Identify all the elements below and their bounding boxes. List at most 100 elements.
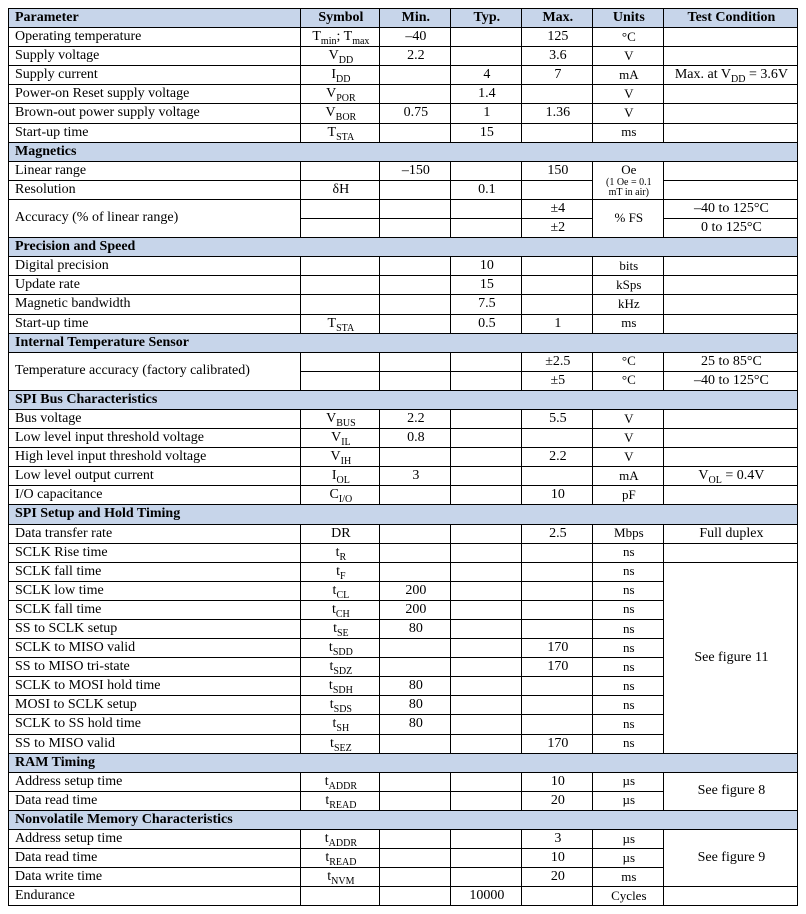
max-cell: 10 [521,772,592,791]
param-cell: Supply voltage [9,47,301,66]
max-cell: 7 [521,66,592,85]
typ-cell: 10000 [450,887,521,906]
test-cell [663,28,797,47]
test-cell [663,104,797,123]
units-cell: kSps [592,276,663,295]
table-row: RAM Timing [9,753,798,772]
max-cell: 20 [521,791,592,810]
table-row: Data transfer rateDR2.5MbpsFull duplex [9,524,798,543]
symbol-cell: tF [300,562,379,581]
min-cell [379,352,450,371]
test-cell: –40 to 125°C [663,371,797,390]
units-cell: % FS [592,199,663,237]
typ-cell: 15 [450,276,521,295]
typ-cell [450,371,521,390]
test-cell [663,276,797,295]
min-cell: 0.8 [379,429,450,448]
param-cell: Data read time [9,849,301,868]
test-cell: VOL = 0.4V [663,467,797,486]
typ-cell [450,28,521,47]
symbol-cell: tREAD [300,849,379,868]
section-header: Nonvolatile Memory Characteristics [9,810,798,829]
max-cell: ±4 [521,199,592,218]
symbol-cell: tADDR [300,772,379,791]
symbol-cell [300,161,379,180]
table-row: Precision and Speed [9,238,798,257]
param-cell: Resolution [9,180,301,199]
symbol-cell [300,887,379,906]
max-cell: 10 [521,486,592,505]
max-cell: 3.6 [521,47,592,66]
typ-cell: 0.1 [450,180,521,199]
param-cell: Low level input threshold voltage [9,429,301,448]
symbol-cell: DR [300,524,379,543]
min-cell [379,791,450,810]
table-row: Supply currentIDD47mAMax. at VDD = 3.6V [9,66,798,85]
table-row: Address setup timetADDR3µsSee figure 9 [9,830,798,849]
symbol-cell: VBOR [300,104,379,123]
typ-cell: 15 [450,123,521,142]
min-cell: 200 [379,581,450,600]
param-cell: SCLK low time [9,581,301,600]
max-cell: 3 [521,830,592,849]
table-row: SCLK fall timetFnsSee figure 11 [9,562,798,581]
table-row: High level input threshold voltageVIH2.2… [9,448,798,467]
symbol-cell: tSH [300,715,379,734]
typ-cell [450,772,521,791]
symbol-cell: tSDD [300,639,379,658]
param-cell: Magnetic bandwidth [9,295,301,314]
table-row: Temperature accuracy (factory calibrated… [9,352,798,371]
units-cell: ns [592,696,663,715]
units-cell: ms [592,314,663,333]
param-cell: Address setup time [9,772,301,791]
units-cell: Cycles [592,887,663,906]
units-cell: °C [592,352,663,371]
typ-cell [450,620,521,639]
units-cell: V [592,47,663,66]
symbol-cell: tCL [300,581,379,600]
units-cell: ns [592,600,663,619]
test-cell [663,486,797,505]
typ-cell [450,734,521,753]
typ-cell [450,199,521,218]
table-row: Internal Temperature Sensor [9,333,798,352]
symbol-cell [300,276,379,295]
typ-cell [450,677,521,696]
symbol-cell: TSTA [300,314,379,333]
test-cell: Full duplex [663,524,797,543]
typ-cell [450,658,521,677]
symbol-cell [300,352,379,371]
symbol-cell [300,295,379,314]
max-cell: 150 [521,161,592,180]
typ-cell [450,467,521,486]
min-cell: 200 [379,600,450,619]
param-cell: Endurance [9,887,301,906]
typ-cell [450,219,521,238]
min-cell [379,772,450,791]
max-cell [521,257,592,276]
max-cell: 1 [521,314,592,333]
symbol-cell: tSDS [300,696,379,715]
max-cell [521,715,592,734]
param-cell: SCLK to SS hold time [9,715,301,734]
test-cell: Max. at VDD = 3.6V [663,66,797,85]
min-cell [379,295,450,314]
param-cell: MOSI to SCLK setup [9,696,301,715]
units-cell: mA [592,467,663,486]
min-cell [379,734,450,753]
typ-cell: 1.4 [450,85,521,104]
min-cell: 2.2 [379,409,450,428]
units-cell: °C [592,371,663,390]
table-row: Low level output currentIOL3mAVOL = 0.4V [9,467,798,486]
col-header: Parameter [9,9,301,28]
min-cell [379,849,450,868]
table-row: Brown-out power supply voltageVBOR0.7511… [9,104,798,123]
max-cell [521,887,592,906]
table-row: Low level input threshold voltageVIL0.8V [9,429,798,448]
table-row: Start-up timeTSTA0.51ms [9,314,798,333]
test-cell [663,429,797,448]
section-header: SPI Setup and Hold Timing [9,505,798,524]
min-cell [379,887,450,906]
max-cell [521,467,592,486]
table-row: Operating temperatureTmin; Tmax–40125°C [9,28,798,47]
